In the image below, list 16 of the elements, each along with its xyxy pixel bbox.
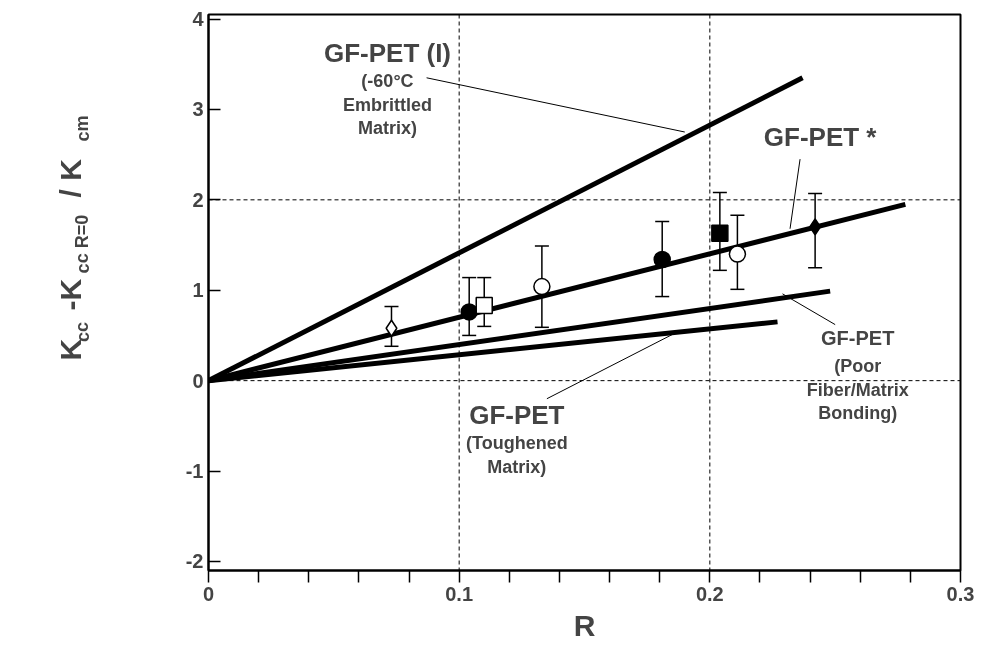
annotation: GF-PET * (763, 121, 878, 152)
x-axis-title: R (573, 608, 596, 642)
x-tick-label: 0.3 (946, 582, 975, 605)
y-axis-title: Kcc -Kcc R=0 / Kcm (54, 115, 93, 361)
x-tick-label: 0.2 (695, 582, 724, 605)
y-tick-label: 1 (192, 279, 204, 302)
y-tick-label: -1 (185, 460, 204, 483)
y-tick-label: 2 (192, 188, 204, 211)
x-tick-label: 0.1 (445, 582, 474, 605)
annotation: GF-PET (I) (-60°C Embrittled Matrix) (323, 38, 452, 139)
annotation: GF-PET (Poor Fiber/Matrix Bonding) (806, 327, 909, 424)
y-tick-label: 0 (192, 369, 204, 392)
y-tick-label: -2 (185, 550, 204, 573)
y-tick-label: 4 (192, 8, 205, 31)
y-tick-label: 3 (192, 98, 204, 121)
annotation: GF-PET (Toughened Matrix) (466, 400, 568, 477)
